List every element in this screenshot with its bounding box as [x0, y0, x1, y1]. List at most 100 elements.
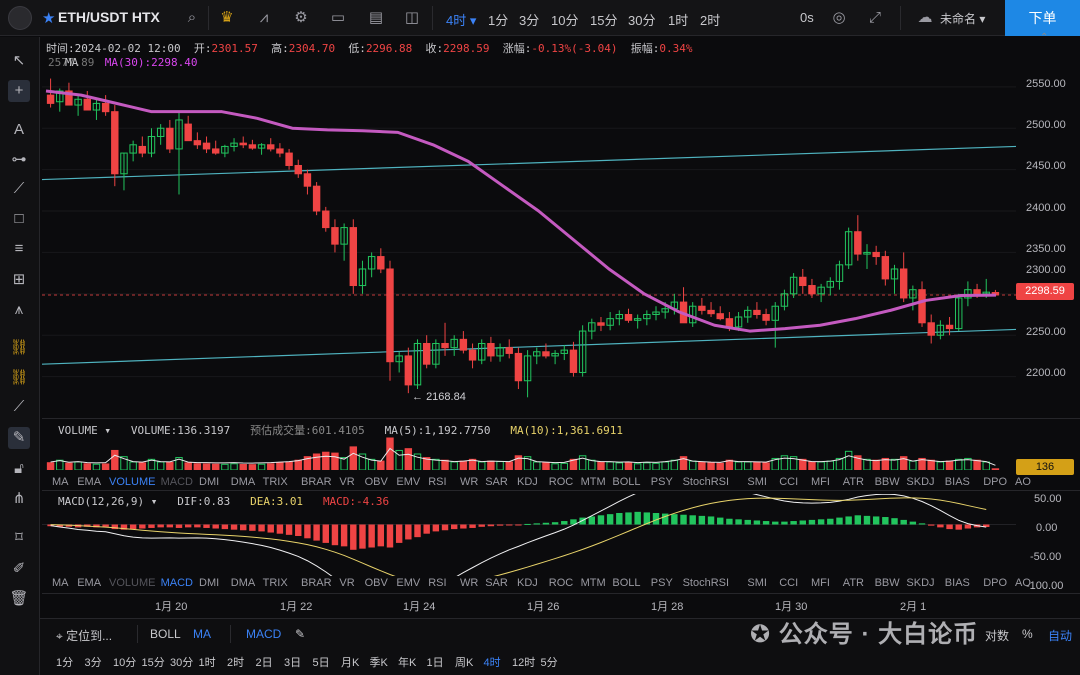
indicator-tab-obv[interactable]: OBV [364, 577, 388, 589]
log-scale-toggle[interactable]: 对数 [985, 629, 1010, 643]
indicator-tab-bias[interactable]: BIAS [944, 476, 970, 488]
text-tool-icon[interactable]: A [13, 121, 24, 138]
interval-3[interactable]: 15分 [141, 657, 165, 669]
indicator-tab-mfi[interactable]: MFI [811, 476, 830, 488]
indicator-tab-bbw[interactable]: BBW [874, 577, 900, 589]
rectangle-icon[interactable]: □ [14, 210, 24, 227]
indicator-tab-stochrsi[interactable]: StochRSI [682, 476, 730, 488]
favorite-star-icon[interactable]: ★ [42, 10, 56, 27]
indicator-tab-kdj[interactable]: KDJ [517, 577, 538, 589]
template-icon[interactable]: ▤ [368, 9, 384, 26]
macd-legend[interactable]: MACD(12,26,9) ▾ DIF:0.83 DEA:3.01 MACD:-… [58, 495, 390, 508]
interval-13[interactable]: 1日 [426, 657, 444, 669]
indicator-tab-brar[interactable]: BRAR [301, 577, 332, 589]
indicator-tab-boll[interactable]: BOLL [612, 476, 641, 488]
indicator-tab-ao[interactable]: AO [1015, 476, 1031, 488]
indicator-tab-mfi[interactable]: MFI [811, 577, 830, 589]
indicator-tab-stochrsi[interactable]: StochRSI [682, 577, 730, 589]
indicator-tab-skdj[interactable]: SKDJ [906, 476, 935, 488]
cloud-icon[interactable]: ☁ [917, 9, 933, 26]
camera-icon[interactable]: ◎ [832, 9, 846, 26]
pattern-icon[interactable]: ⩚ [14, 301, 24, 318]
indicator-tab-macd[interactable]: MACD [160, 476, 193, 488]
timeframe-4h-dropdown[interactable]: 4时 ▾ [446, 13, 477, 28]
interval-12[interactable]: 年K [398, 657, 417, 669]
interval-17[interactable]: 5分 [540, 657, 558, 669]
indicator-tab-smi[interactable]: SMI [747, 476, 767, 488]
indicator-tab-brar[interactable]: BRAR [301, 476, 332, 488]
volume-legend[interactable]: VOLUME ▾ VOLUME:136.3197 预估成交量:601.4105 … [58, 424, 624, 437]
auto-scale-toggle[interactable]: 自动 [1048, 629, 1073, 643]
timeframe-30m[interactable]: 30分 [628, 13, 656, 28]
timeframe-2h[interactable]: 2时 [700, 13, 721, 28]
horizontal-line-icon[interactable]: ⊶ [11, 151, 27, 168]
cursor-arrow-icon[interactable]: ↖ [12, 52, 26, 69]
indicator-tab-dma[interactable]: DMA [230, 577, 256, 589]
indicator-tab-boll[interactable]: BOLL [612, 577, 641, 589]
brush-icon[interactable]: ✎ [8, 427, 30, 449]
fullscreen-icon[interactable]: ⤢ [868, 9, 881, 26]
grid-tool-icon[interactable]: ⊞ [12, 271, 26, 288]
visibility-icon[interactable]: ⋔ [12, 490, 26, 507]
indicators-icon[interactable]: ⩘ [259, 9, 269, 26]
crosshair-icon[interactable]: + [8, 80, 30, 102]
interval-1[interactable]: 3分 [84, 657, 102, 669]
interval-11[interactable]: 季K [369, 657, 388, 669]
magnet-icon[interactable]: ⛓ [9, 339, 29, 356]
indicator-tab-macd[interactable]: MACD [160, 577, 193, 589]
symbol-title[interactable]: ETH/USDT HTX [58, 9, 160, 25]
indicator-tab-ema[interactable]: EMA [77, 577, 102, 589]
indicator-tab-dpo[interactable]: DPO [983, 577, 1008, 589]
indicator-tab-dma[interactable]: DMA [230, 476, 256, 488]
indicator-tab-dpo[interactable]: DPO [983, 476, 1008, 488]
indicator-tab-vr[interactable]: VR [339, 577, 355, 589]
timeframe-15m[interactable]: 15分 [590, 13, 618, 28]
indicator-tab-cci[interactable]: CCI [779, 577, 799, 589]
indicator-tab-kdj[interactable]: KDJ [517, 476, 538, 488]
indicator-tab-dmi[interactable]: DMI [199, 577, 220, 589]
volume-chart[interactable] [42, 436, 1016, 470]
indicator-tab-wr[interactable]: WR [460, 577, 479, 589]
indicator-tab-rsi[interactable]: RSI [428, 476, 447, 488]
ma-toggle[interactable]: MA [193, 627, 211, 641]
indicator-tab-ema[interactable]: EMA [77, 476, 102, 488]
interval-16[interactable]: 12时 [512, 657, 536, 669]
timeframe-1h[interactable]: 1时 [668, 13, 689, 28]
indicator-tab-sar[interactable]: SAR [485, 476, 508, 488]
indicator-tab-smi[interactable]: SMI [747, 577, 767, 589]
layout-name-dropdown[interactable]: 未命名 ▾ [940, 12, 986, 26]
timeframe-3m[interactable]: 3分 [519, 13, 540, 28]
indicator-tab-mtm[interactable]: MTM [580, 577, 606, 589]
indicator-tab-rsi[interactable]: RSI [428, 577, 447, 589]
interval-15[interactable]: 4时 [483, 657, 501, 669]
layout-icon[interactable]: ◫ [404, 9, 420, 26]
indicator-tab-ma[interactable]: MA [52, 577, 69, 589]
timeframe-1m[interactable]: 1分 [488, 13, 509, 28]
interval-10[interactable]: 月K [341, 657, 360, 669]
indicator-tab-trix[interactable]: TRIX [262, 476, 288, 488]
macd-toggle[interactable]: MACD [246, 627, 282, 641]
ruler-icon[interactable]: ⟋ [13, 398, 25, 415]
indicator-tab-ao[interactable]: AO [1015, 577, 1031, 589]
candlestick-chart[interactable] [42, 62, 1016, 418]
indicator-tab-bbw[interactable]: BBW [874, 476, 900, 488]
interval-2[interactable]: 10分 [113, 657, 137, 669]
indicator-tab-psy[interactable]: PSY [650, 577, 673, 589]
locate-button[interactable]: ⌖ 定位到... [56, 629, 113, 643]
indicator-tab-emv[interactable]: EMV [396, 577, 421, 589]
indicator-tab-volume[interactable]: VOLUME [109, 476, 156, 488]
indicator-tab-atr[interactable]: ATR [842, 577, 864, 589]
indicator-tab-mtm[interactable]: MTM [580, 476, 606, 488]
interval-6[interactable]: 2时 [227, 657, 245, 669]
settings-gear-icon[interactable]: ⚙ [294, 9, 308, 26]
collapse-chevron-icon[interactable]: ⌃ [1040, 32, 1049, 43]
lock-icon[interactable]: 🔓︎ [14, 460, 24, 477]
crown-icon[interactable]: ♛ [220, 9, 234, 26]
boll-toggle[interactable]: BOLL [150, 627, 181, 641]
ma-legend[interactable]: 2577.89 MA MA(30):2298.40 [48, 56, 198, 69]
indicator-tab-bias[interactable]: BIAS [944, 577, 970, 589]
timeframe-10m[interactable]: 10分 [551, 13, 579, 28]
indicator-tab-ma[interactable]: MA [52, 476, 69, 488]
interval-9[interactable]: 5日 [312, 657, 330, 669]
search-icon[interactable]: ⌕ [187, 9, 197, 26]
